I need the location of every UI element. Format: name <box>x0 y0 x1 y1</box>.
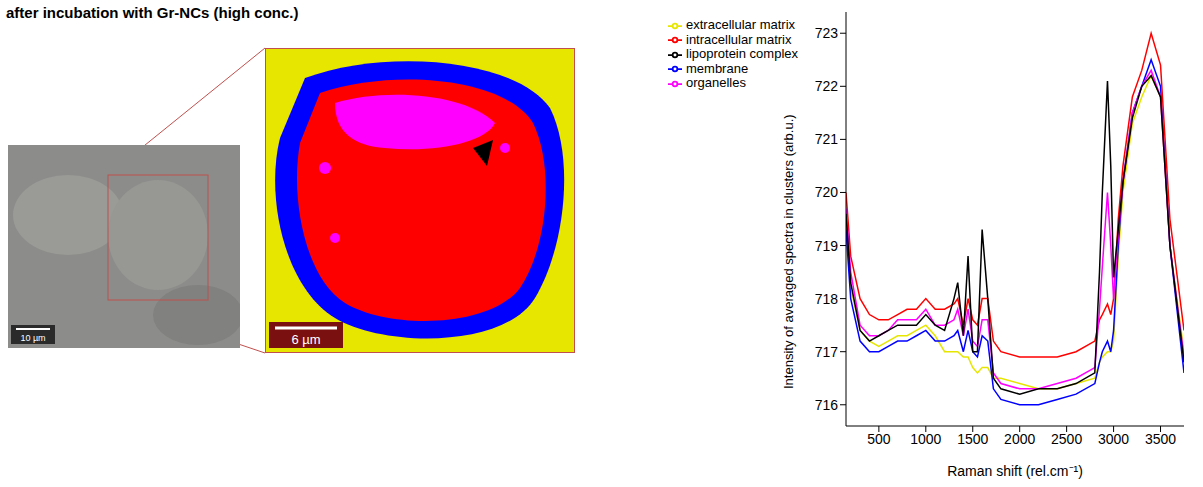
svg-text:10 µm: 10 µm <box>20 333 45 343</box>
svg-text:Intensity of averaged spectra: Intensity of averaged spectra in cluster… <box>781 114 796 389</box>
html-text:after incubation with Gr-NCs (: after incubation with Gr-NCs (high conc.… <box>6 4 299 21</box>
svg-text:716: 716 <box>815 397 839 413</box>
svg-text:718: 718 <box>815 291 839 307</box>
svg-text:1000: 1000 <box>910 431 941 447</box>
svg-text:2500: 2500 <box>1051 431 1082 447</box>
svg-text:719: 719 <box>815 238 839 254</box>
html-text:organelles: organelles <box>686 75 746 91</box>
svg-text:723: 723 <box>815 25 839 41</box>
svg-text:720: 720 <box>815 184 839 200</box>
svg-text:722: 722 <box>815 78 839 94</box>
html-text:membrane: membrane <box>686 60 749 76</box>
html-text:lipoprotein complex: lipoprotein complex <box>686 46 798 62</box>
svg-text:3000: 3000 <box>1098 431 1129 447</box>
html-text:intracellular matrix: intracellular matrix <box>686 31 792 47</box>
svg-text:717: 717 <box>815 344 839 360</box>
svg-text:3500: 3500 <box>1145 431 1176 447</box>
svg-text:Raman shift (rel.cm⁻¹): Raman shift (rel.cm⁻¹) <box>947 463 1083 479</box>
svg-text:721: 721 <box>815 131 839 147</box>
svg-text:6 µm: 6 µm <box>291 332 320 347</box>
svg-text:2000: 2000 <box>1004 431 1035 447</box>
html-text:extracellular matrix: extracellular matrix <box>686 17 796 32</box>
svg-text:500: 500 <box>867 431 891 447</box>
svg-text:1500: 1500 <box>957 431 988 447</box>
